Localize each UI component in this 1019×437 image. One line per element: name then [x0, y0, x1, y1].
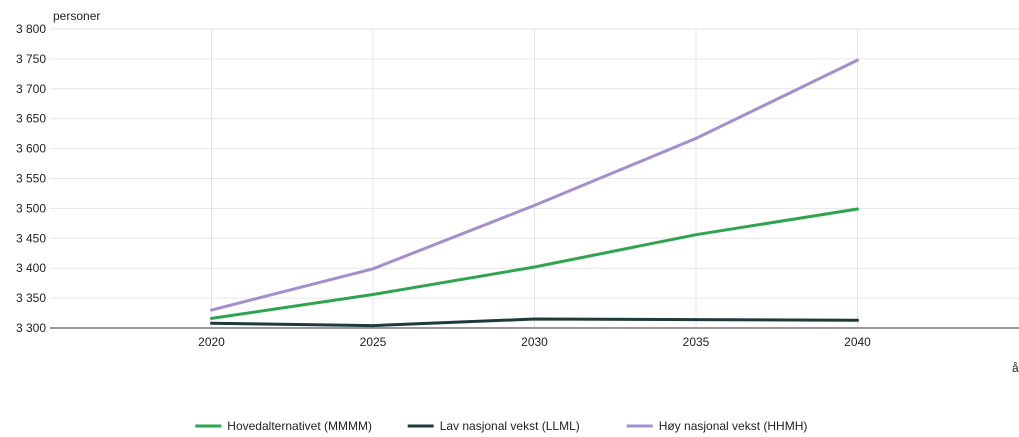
- x-tick-label: 2040: [844, 335, 871, 349]
- x-axis-ticks: 2020 2025 2030 2035 2040: [198, 335, 871, 349]
- y-tick-label: 3 600: [16, 142, 46, 156]
- legend: Hovedalternativet (MMMM) Lav nasjonal vek…: [195, 419, 807, 433]
- y-tick-label: 3 400: [16, 261, 46, 275]
- legend-label-1: Hovedalternativet (MMMM): [227, 419, 372, 433]
- legend-label-2: Lav nasjonal vekst (LLML): [440, 419, 580, 433]
- y-axis-ticks: 3 300 3 350 3 400 3 450 3 500 3 550 3 600 3 650…: [16, 22, 46, 335]
- series-line-1: [210, 207, 859, 320]
- x-tick-label: 2020: [198, 335, 225, 349]
- y-tick-label: 3 800: [16, 22, 46, 36]
- x-axis-label: år: [1012, 361, 1019, 375]
- y-tick-label: 3 450: [16, 231, 46, 245]
- y-tick-label: 3 350: [16, 291, 46, 305]
- y-tick-label: 3 300: [16, 321, 46, 335]
- grid: [50, 28, 1019, 328]
- y-axis-label: personer: [53, 9, 100, 23]
- legend-label-3: Høy nasjonal vekst (HHMH): [659, 419, 808, 433]
- x-tick-label: 2025: [360, 335, 387, 349]
- y-tick-label: 3 700: [16, 82, 46, 96]
- y-tick-label: 3 500: [16, 201, 46, 215]
- x-tick-label: 2035: [683, 335, 710, 349]
- series-lines: [210, 58, 859, 328]
- y-tick-label: 3 650: [16, 112, 46, 126]
- y-tick-label: 3 750: [16, 52, 46, 66]
- series-line-3: [210, 58, 859, 312]
- y-tick-label: 3 550: [16, 172, 46, 186]
- x-tick-label: 2030: [521, 335, 548, 349]
- series-line-2: [210, 317, 859, 328]
